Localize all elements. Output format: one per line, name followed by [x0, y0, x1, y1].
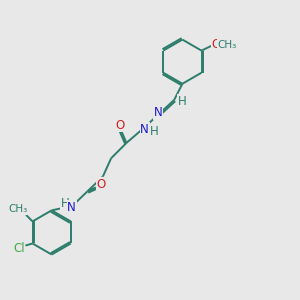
Text: CH₃: CH₃ — [218, 40, 237, 50]
Text: CH₃: CH₃ — [9, 204, 28, 214]
Text: H: H — [61, 197, 69, 210]
Text: O: O — [97, 178, 106, 191]
Text: O: O — [116, 119, 125, 132]
Text: O: O — [212, 38, 221, 51]
Text: N: N — [140, 123, 149, 136]
Text: N: N — [67, 201, 76, 214]
Text: H: H — [178, 95, 187, 108]
Text: Cl: Cl — [13, 242, 25, 255]
Text: N: N — [154, 106, 162, 119]
Text: H: H — [149, 125, 158, 138]
